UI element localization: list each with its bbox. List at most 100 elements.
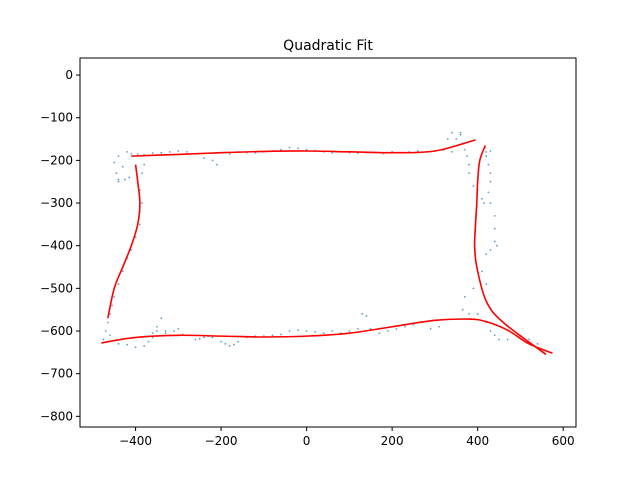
data-point [198, 337, 201, 340]
data-point [102, 338, 105, 341]
data-point [123, 178, 126, 181]
data-point [476, 313, 479, 315]
data-point [322, 332, 325, 335]
data-point [446, 138, 449, 140]
y-tick-label: −400 [40, 239, 73, 253]
data-point [117, 155, 120, 158]
data-point [416, 150, 419, 152]
data-point [468, 163, 471, 166]
data-point [109, 334, 111, 337]
data-point [228, 153, 231, 155]
x-tick-label: −400 [119, 434, 152, 448]
data-point [211, 336, 214, 339]
data-point [489, 180, 492, 183]
x-tick-label: 200 [381, 434, 404, 448]
data-point [117, 180, 120, 183]
y-tick-label: 0 [65, 68, 73, 82]
y-tick-label: −300 [40, 196, 73, 210]
y-tick-label: −800 [40, 409, 73, 423]
data-point [121, 165, 124, 168]
y-tick-label: −600 [40, 324, 73, 338]
data-point [498, 338, 500, 341]
data-point [314, 330, 317, 333]
data-point [130, 153, 133, 155]
data-point [461, 308, 464, 311]
data-point [493, 227, 496, 230]
x-tick-label: 600 [552, 434, 575, 448]
data-point [220, 340, 223, 343]
data-point [215, 163, 218, 166]
data-point [147, 340, 150, 343]
x-tick-label: −200 [205, 434, 238, 448]
data-point [489, 202, 492, 204]
fit-curve-right [473, 145, 547, 356]
data-point [203, 336, 205, 339]
data-point [536, 342, 539, 345]
data-point [487, 163, 490, 166]
fit-curve-top [131, 139, 476, 157]
data-point [305, 148, 308, 151]
data-point [168, 150, 171, 153]
scatter-points [102, 131, 545, 352]
data-point [297, 147, 299, 150]
y-tick-label: −200 [40, 153, 73, 167]
data-point [404, 325, 406, 328]
x-tick-label: 0 [303, 434, 311, 448]
data-point [489, 249, 492, 251]
data-point [130, 249, 133, 251]
data-point [493, 214, 496, 217]
y-tick-label: −500 [40, 281, 73, 295]
data-point [143, 345, 146, 347]
data-point [173, 330, 175, 332]
data-point [378, 332, 381, 335]
data-point [331, 330, 334, 332]
plot-frame [79, 57, 577, 428]
data-point [463, 295, 466, 298]
data-point [160, 151, 163, 154]
data-point [280, 333, 282, 336]
data-point [481, 270, 483, 273]
data-point [429, 327, 432, 330]
data-point [233, 343, 235, 346]
data-point [357, 327, 359, 330]
data-point [117, 342, 120, 345]
data-point [485, 155, 488, 158]
data-point [483, 202, 485, 204]
data-point [506, 338, 509, 341]
data-point [211, 159, 214, 162]
x-tick-label: 400 [466, 434, 489, 448]
data-point [489, 330, 492, 332]
data-point [528, 338, 530, 341]
data-point [156, 330, 158, 332]
data-point [395, 327, 398, 330]
data-point [117, 178, 120, 181]
data-point [361, 313, 364, 315]
data-point [224, 342, 227, 345]
chart-title: Quadratic Fit [283, 38, 373, 54]
data-point [365, 315, 368, 317]
y-tick-label: −100 [40, 111, 73, 125]
data-point [438, 325, 441, 328]
fit-curves [101, 139, 553, 356]
data-point [134, 346, 137, 349]
data-point [128, 176, 131, 179]
data-point [164, 332, 167, 335]
data-point [459, 131, 462, 134]
data-point [271, 334, 274, 337]
data-point [386, 330, 389, 332]
data-point [113, 295, 116, 298]
data-point [495, 244, 498, 247]
data-point [466, 155, 468, 158]
data-point [493, 240, 496, 243]
data-point [138, 223, 141, 226]
data-point [156, 325, 158, 328]
data-point [104, 330, 107, 332]
data-point [117, 283, 120, 285]
data-point [280, 148, 282, 151]
data-point [126, 150, 128, 153]
data-point [141, 172, 143, 175]
data-point [151, 152, 154, 155]
data-point [115, 172, 118, 175]
data-point [136, 153, 139, 155]
data-point [487, 191, 490, 194]
